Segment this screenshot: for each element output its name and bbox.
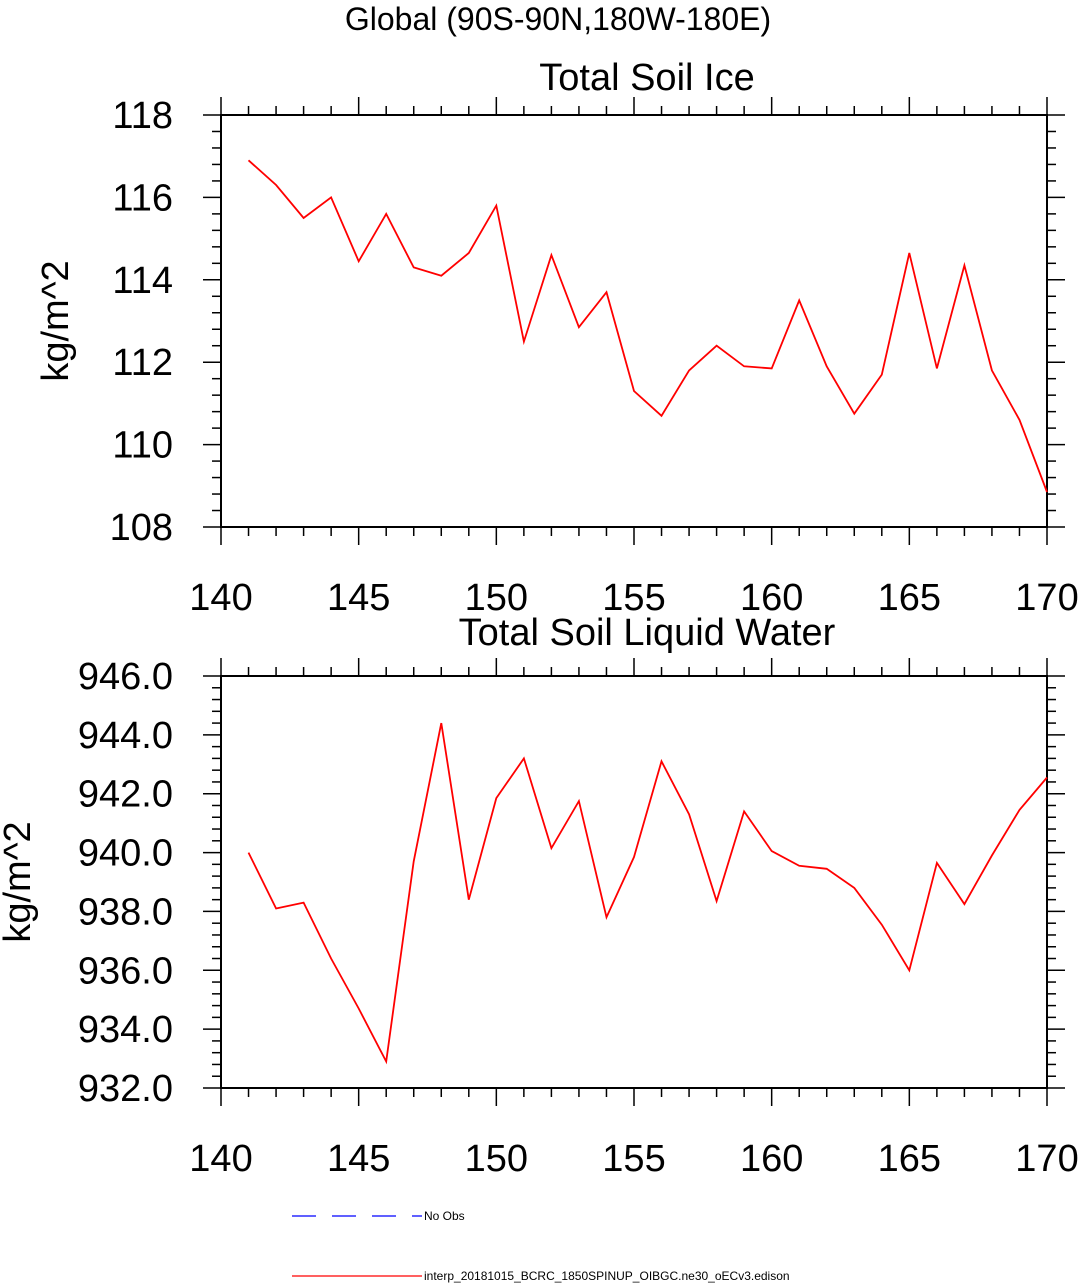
x-tick-label: 165 <box>878 1138 941 1180</box>
y-tick-label: 940.0 <box>78 833 173 875</box>
x-tick-label: 145 <box>327 1138 390 1180</box>
y-tick-label: 118 <box>112 95 173 137</box>
plot-frame <box>220 114 1048 528</box>
x-tick-label: 170 <box>1015 577 1078 619</box>
y-tick-label: 932.0 <box>78 1068 173 1110</box>
plot-frame <box>220 675 1048 1089</box>
x-tick-label: 165 <box>878 577 941 619</box>
chart-title: Total Soil Ice <box>539 57 754 99</box>
figure-suptitle: Global (90S-90N,180W-180E) <box>345 1 771 37</box>
y-tick-label: 114 <box>112 260 173 302</box>
x-tick-label: 140 <box>189 577 252 619</box>
legend-label: No Obs <box>424 1209 465 1223</box>
y-axis-label: kg/m^2 <box>0 821 39 942</box>
legend-label: interp_20181015_BCRC_1850SPINUP_OIBGC.ne… <box>424 1269 790 1283</box>
x-tick-label: 155 <box>602 1138 665 1180</box>
y-tick-label: 116 <box>112 177 173 219</box>
y-tick-label: 110 <box>112 425 173 467</box>
y-tick-label: 946.0 <box>78 656 173 698</box>
panel-total-soil-ice: Total Soil Ice kg/m^2 140 145 150 155 160 165 17… <box>35 57 1079 619</box>
series-line <box>247 722 1048 1065</box>
y-tick-label: 936.0 <box>78 950 173 992</box>
x-tick-label: 150 <box>465 1138 528 1180</box>
y-tick-label: 942.0 <box>78 774 173 816</box>
x-tick-label: 140 <box>189 1138 252 1180</box>
x-tick-label: 155 <box>602 577 665 619</box>
x-tick-label: 150 <box>465 577 528 619</box>
legend: No Obs interp_20181015_BCRC_1850SPINUP_OI… <box>292 1209 790 1283</box>
y-tick-label: 108 <box>110 507 173 549</box>
panel-total-soil-liquid-water: Total Soil Liquid Water kg/m^2 140 145 150 15… <box>0 612 1079 1180</box>
x-tick-label: 160 <box>740 577 803 619</box>
x-tick-label: 145 <box>327 577 390 619</box>
x-tick-label: 160 <box>740 1138 803 1180</box>
y-axis-label: kg/m^2 <box>35 260 77 381</box>
y-tick-label: 934.0 <box>78 1009 173 1051</box>
y-tick-label: 938.0 <box>78 891 173 933</box>
y-tick-label: 944.0 <box>78 715 173 757</box>
x-tick-label: 170 <box>1015 1138 1078 1180</box>
chart-title: Total Soil Liquid Water <box>459 612 836 654</box>
y-tick-label: 112 <box>112 342 173 384</box>
series-line <box>247 159 1048 493</box>
